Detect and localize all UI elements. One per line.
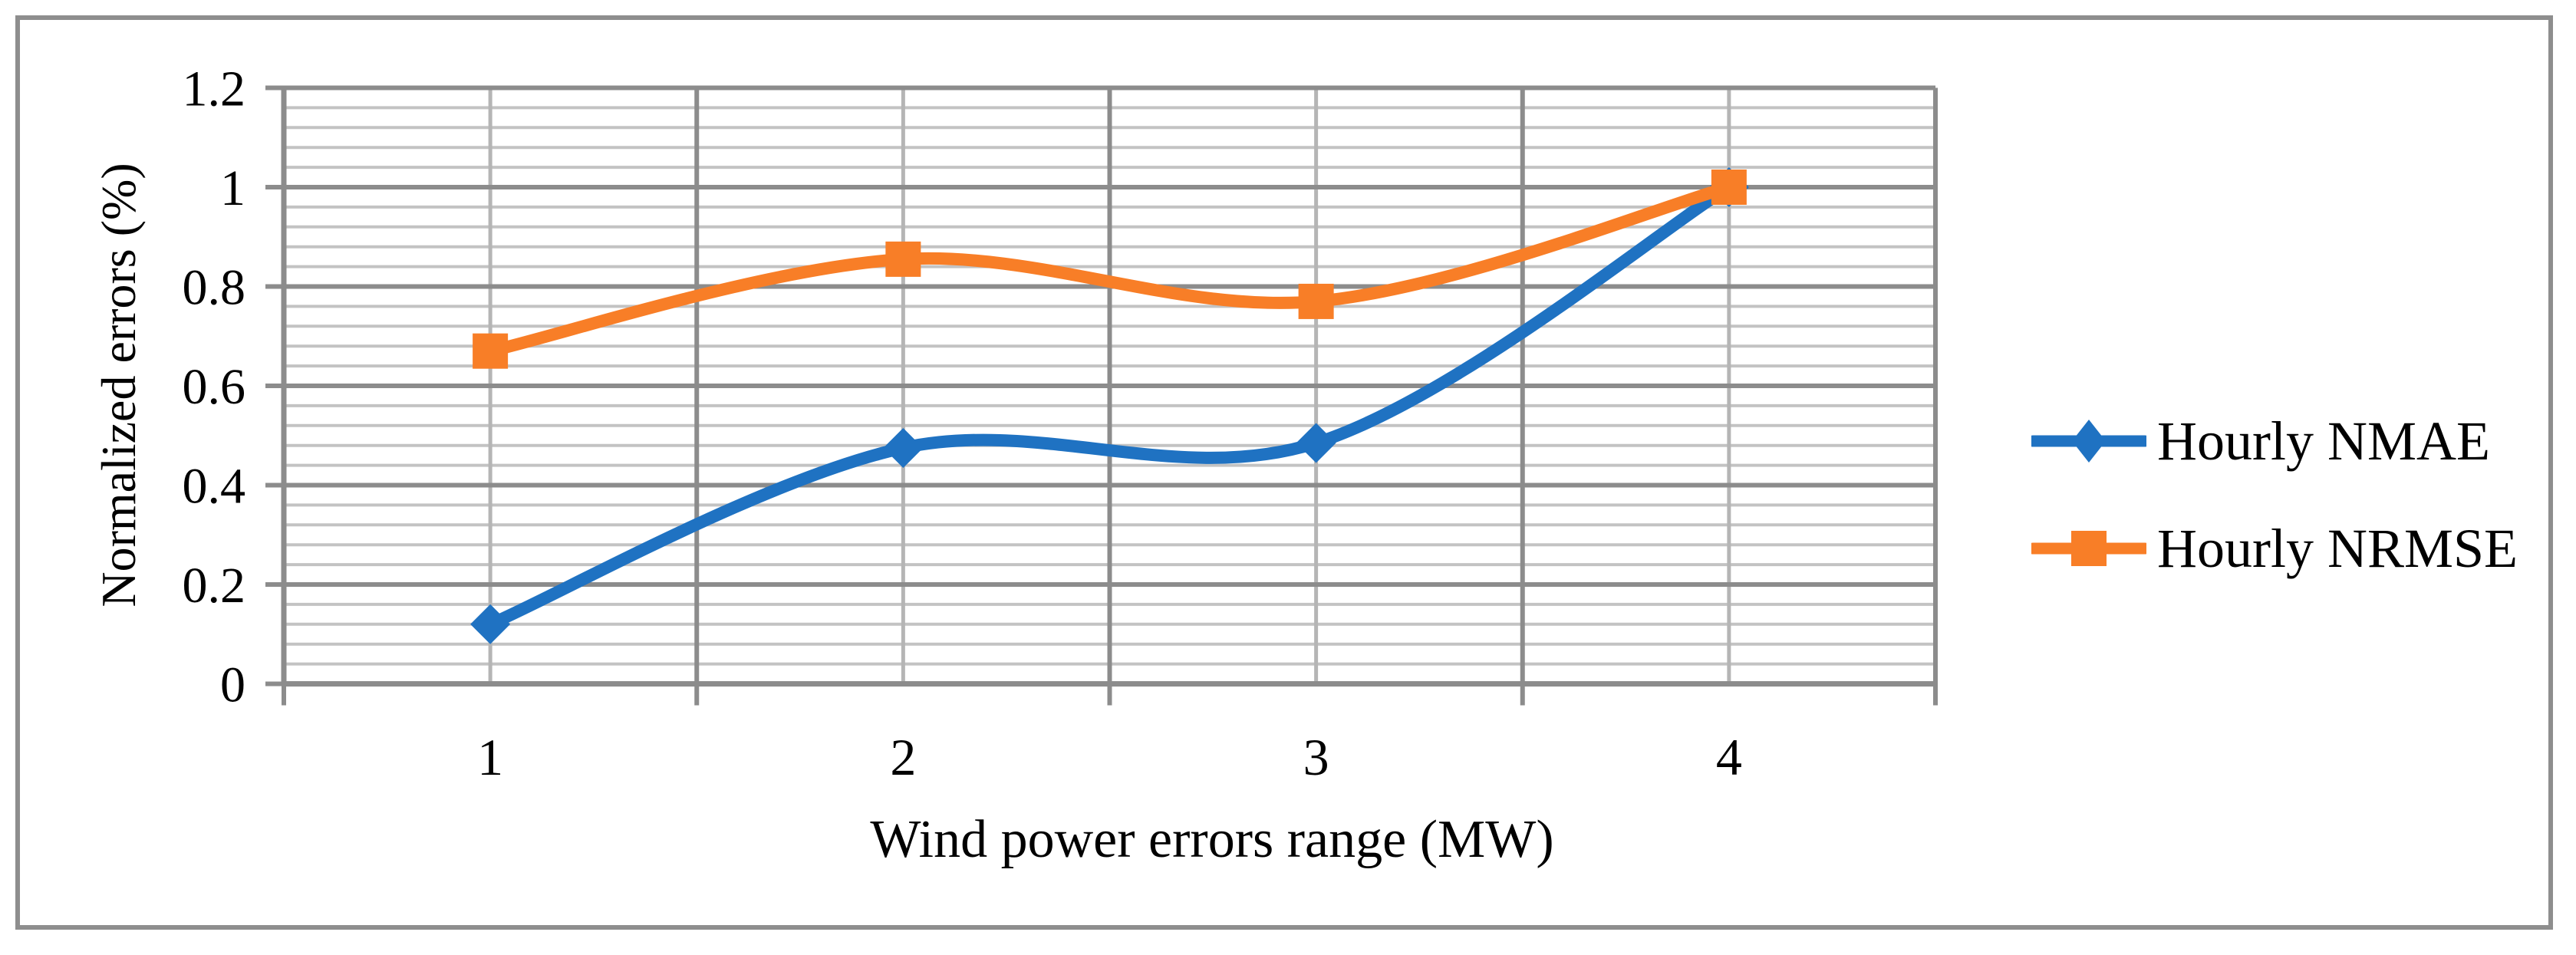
- diamond-marker-icon: [2072, 420, 2106, 463]
- x-tick-label: 3: [1303, 728, 1329, 786]
- y-tick-label: 0.2: [183, 558, 246, 614]
- square-marker-icon: [2071, 531, 2107, 566]
- y-tick-label: 0: [220, 657, 245, 713]
- x-tick-label: 1: [477, 728, 503, 786]
- square-marker-hourly-nrmse: [1711, 170, 1747, 205]
- legend-label-nmae: Hourly NMAE: [2157, 410, 2490, 472]
- square-marker-hourly-nrmse: [1298, 283, 1334, 319]
- series-line-hourly-nmae: [484, 181, 1735, 631]
- y-tick-label: 0.6: [183, 359, 246, 415]
- diamond-marker-hourly-nmae: [883, 427, 924, 468]
- legend-swatch-nmae: [2031, 420, 2146, 463]
- x-axis-title: Wind power errors range (MW): [870, 810, 1554, 869]
- square-marker-hourly-nrmse: [885, 241, 921, 277]
- legend: Hourly NMAE Hourly NRMSE: [2031, 410, 2518, 579]
- square-marker-hourly-nrmse: [473, 333, 509, 369]
- series-line-hourly-nrmse: [484, 181, 1735, 357]
- legend-swatch-nrmse: [2031, 531, 2146, 566]
- figure-frame: [15, 15, 2553, 930]
- legend-item-hourly-nrmse: Hourly NRMSE: [2031, 518, 2518, 579]
- y-tick-label: 1.2: [183, 61, 246, 117]
- y-tick-label: 0.8: [183, 260, 246, 316]
- legend-label-nrmse: Hourly NRMSE: [2157, 517, 2518, 579]
- x-tick-label: 2: [890, 728, 916, 786]
- x-tick-label: 4: [1716, 728, 1742, 786]
- y-tick-label: 1: [220, 160, 245, 216]
- diamond-marker-hourly-nmae: [470, 604, 511, 644]
- y-axis-title: Normalized errors (%): [91, 163, 146, 608]
- legend-item-hourly-nmae: Hourly NMAE: [2031, 410, 2518, 472]
- y-tick-label: 0.4: [183, 459, 246, 515]
- diamond-marker-hourly-nmae: [1296, 423, 1336, 463]
